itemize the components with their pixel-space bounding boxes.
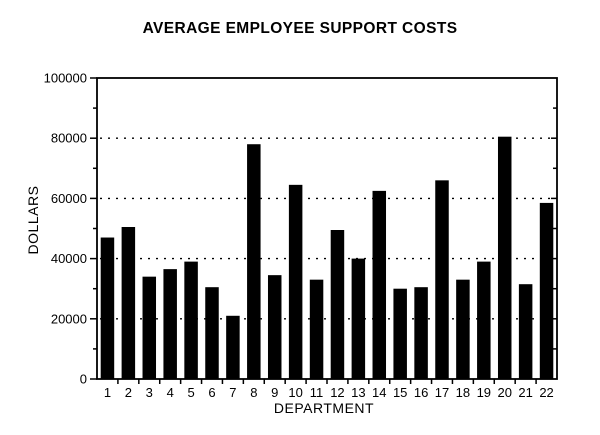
y-tick-label: 60000 [51, 191, 87, 206]
y-tick-label: 100000 [44, 71, 87, 86]
x-tick-label: 16 [414, 385, 428, 400]
bar [226, 315, 240, 379]
bar [435, 180, 449, 379]
x-tick-label: 21 [518, 385, 532, 400]
x-tick-label: 15 [393, 385, 407, 400]
x-tick-label: 14 [372, 385, 386, 400]
plot-frame [96, 77, 558, 380]
plot-area: 1 2 3 4 5 6 7 8 9 10 11 12 13 14 15 16 17 18 19 20 21 2202000… [44, 71, 558, 400]
x-tick-label: 12 [330, 385, 344, 400]
bar [100, 237, 115, 379]
bar [518, 284, 533, 379]
bar [288, 184, 303, 379]
bar [372, 190, 387, 380]
bar [205, 287, 219, 379]
x-tick-label: 6 [208, 385, 215, 400]
bar [121, 227, 136, 379]
y-axis-label: DOLLARS [25, 186, 41, 255]
x-tick-label: 13 [351, 385, 365, 400]
x-tick-label: 17 [435, 385, 449, 400]
bar [309, 279, 324, 379]
y-tick-label: 0 [80, 372, 87, 387]
x-tick-label: 10 [288, 385, 302, 400]
x-tick-label: 2 [125, 385, 132, 400]
x-tick-label: 11 [310, 385, 324, 400]
x-tick-label: 9 [271, 385, 278, 400]
bar [184, 261, 198, 379]
x-tick-label: 19 [477, 385, 491, 400]
chart-title: AVERAGE EMPLOYEE SUPPORT COSTS [143, 20, 458, 37]
x-tick-label: 5 [187, 385, 194, 400]
bar [142, 276, 157, 379]
x-tick-label: 3 [146, 385, 153, 400]
bar [539, 202, 554, 379]
x-tick-label: 8 [250, 385, 257, 400]
x-tick-label: 1 [104, 385, 111, 400]
bar [393, 288, 407, 379]
y-tick-label: 20000 [51, 311, 87, 326]
bar [330, 230, 345, 379]
bar [163, 269, 177, 379]
x-tick-label: 20 [497, 385, 511, 400]
bar [456, 279, 470, 379]
bar [247, 144, 261, 379]
x-tick-label: 18 [456, 385, 470, 400]
y-tick-label: 40000 [51, 251, 87, 266]
bar [267, 275, 282, 379]
x-tick-label: 7 [229, 385, 236, 400]
bar [477, 261, 491, 379]
x-tick-label: 4 [167, 385, 174, 400]
y-tick-label: 80000 [51, 131, 87, 146]
x-tick-label: 22 [539, 385, 553, 400]
x-axis-label: DEPARTMENT [274, 400, 374, 416]
bar [351, 258, 366, 379]
bar [497, 136, 512, 379]
bar [414, 287, 428, 379]
